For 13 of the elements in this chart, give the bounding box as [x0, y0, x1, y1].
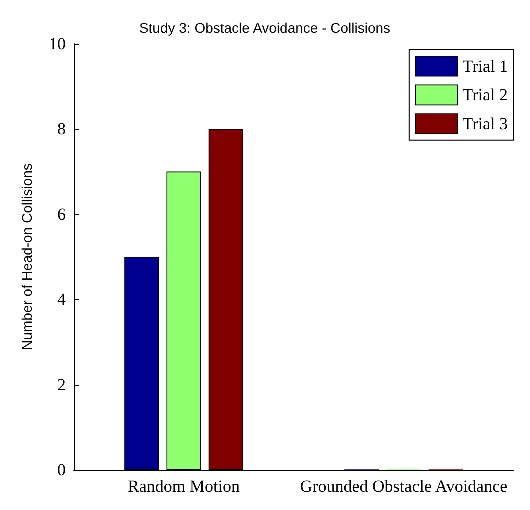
y-tick-label: 10: [49, 34, 66, 54]
y-axis-title: Number of Head-on Collisions: [19, 164, 35, 350]
y-tick-label: 2: [58, 375, 66, 394]
y-tick-label: 8: [58, 120, 66, 139]
y-tick-label: 6: [58, 204, 66, 224]
legend-label: Trial 2: [462, 86, 508, 105]
chart-title: Study 3: Obstacle Avoidance - Collisions: [139, 20, 391, 36]
x-tick-label: Grounded Obstacle Avoidance: [300, 477, 508, 496]
y-tick-label: 0: [58, 460, 66, 480]
legend-label: Trial 1: [462, 56, 508, 76]
x-tick-label: Random Motion: [128, 477, 240, 496]
y-tick-label: 4: [58, 290, 66, 310]
legend-label: Trial 3: [462, 114, 508, 134]
